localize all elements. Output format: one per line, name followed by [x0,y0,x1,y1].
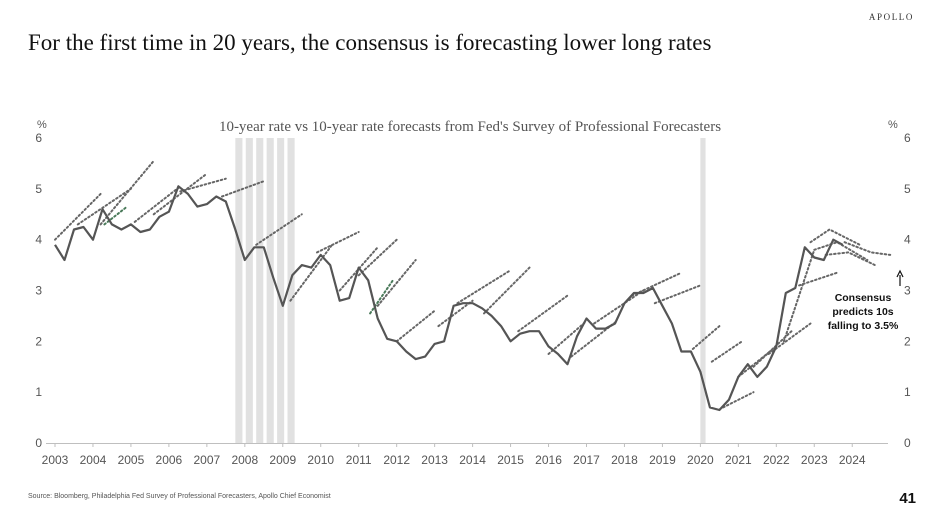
forecast-line-30 [782,248,816,343]
y-tick-left: 4 [35,233,42,247]
x-tick-label: 2010 [307,453,334,467]
forecast-line-6 [179,177,227,193]
forecast-line-36 [103,205,129,226]
y-tick-left: 1 [35,385,42,399]
recession-band-0 [277,138,285,443]
forecast-line-14 [395,309,436,343]
forecast-line-32 [809,228,861,246]
x-tick-label: 2005 [118,453,145,467]
x-tick-label: 2022 [763,453,790,467]
forecast-line-13 [376,259,417,307]
forecast-line-37 [369,279,394,315]
forecast-line-21 [593,289,645,325]
recession-band-0 [287,138,295,443]
forecast-line-3 [99,159,155,226]
y-unit-label-right: % [888,119,898,131]
forecast-line-27 [737,345,778,378]
actual-10y-rate-line [54,185,844,412]
forecast-line-12 [357,238,398,277]
x-tick-label: 2013 [421,453,448,467]
forecast-line-19 [547,320,588,355]
forecast-line-16 [456,269,512,305]
forecast-line-34 [824,251,876,267]
recession-band-1 [700,138,706,443]
chart-title: 10-year rate vs 10-year rate forecasts f… [219,119,721,135]
forecast-line-15 [437,299,474,328]
forecast-line-17 [483,266,531,315]
x-tick-label: 2019 [649,453,676,467]
forecast-line-8 [255,213,303,246]
x-tick-label: 2006 [156,453,183,467]
y-tick-right: 1 [904,385,911,399]
x-tick-label: 2008 [231,453,258,467]
page-number: 41 [899,490,916,507]
page-title: For the first time in 20 years, the cons… [28,30,712,55]
forecast-line-10 [316,231,360,254]
forecast-line-33 [813,241,869,261]
x-tick-label: 2021 [725,453,752,467]
forecast-line-24 [691,325,721,350]
forecast-line-31 [798,271,839,287]
y-ticks-left: 0 1 2 3 4 5 6 [35,131,42,450]
y-tick-left: 2 [35,334,42,348]
y-tick-right: 6 [904,131,911,145]
brand-logo: APOLLO [868,12,914,22]
y-tick-left: 5 [35,182,42,196]
x-tick-label: 2004 [80,453,107,467]
annotation-line-3: falling to 3.5% [828,320,899,332]
forecast-line-35 [843,241,892,256]
forecast-lines [54,159,892,409]
x-tick-label: 2012 [383,453,410,467]
forecast-line-4 [133,185,182,223]
forecast-line-2 [76,187,132,226]
annotation-line-2: predicts 10s [832,306,893,318]
source-note: Source: Bloomberg, Philadelphia Fed Surv… [28,493,331,500]
forecast-line-25 [710,340,744,363]
forecast-line-5 [152,172,208,216]
x-tick-label: 2016 [535,453,562,467]
y-tick-right: 5 [904,182,911,196]
y-tick-right: 4 [904,233,911,247]
x-tick-label: 2015 [497,453,524,467]
forecast-line-23 [653,284,702,305]
x-tick-label: 2024 [839,453,866,467]
y-unit-label-left: % [37,119,47,131]
forecast-line-9 [289,243,334,302]
forecast-line-1 [54,192,102,241]
recession-band-0 [256,138,264,443]
y-tick-right: 3 [904,284,911,298]
x-tick-label: 2020 [687,453,714,467]
x-tick-label: 2018 [611,453,638,467]
y-tick-left: 3 [35,284,42,298]
forecast-line-18 [517,294,569,333]
x-tick-label: 2003 [42,453,69,467]
x-tick-label: 2023 [801,453,828,467]
forecast-line-22 [631,271,683,297]
forecast-line-26 [722,391,755,409]
x-tick-label: 2009 [269,453,296,467]
x-tick-label: 2007 [194,453,221,467]
y-tick-right: 0 [904,436,911,450]
recession-band-0 [245,138,253,443]
y-tick-left: 6 [35,131,42,145]
actual-line [54,185,844,412]
y-tick-right: 2 [904,334,911,348]
annotation-line-1: Consensus [835,292,892,304]
x-ticks: 2003 2004 2005 2006 2007 2008 2009 2010 2011 2012… [42,443,866,467]
x-tick-label: 2017 [573,453,600,467]
forecast-line-7 [221,180,265,198]
recession-band-0 [235,138,243,443]
recession-band-0 [266,138,274,443]
recession-bands [235,138,706,443]
x-tick-label: 2011 [346,453,372,467]
y-tick-left: 0 [35,436,42,450]
consensus-arrow [896,269,904,286]
y-ticks-right: 0 1 2 3 4 5 6 [904,131,911,450]
x-tick-label: 2014 [459,453,486,467]
